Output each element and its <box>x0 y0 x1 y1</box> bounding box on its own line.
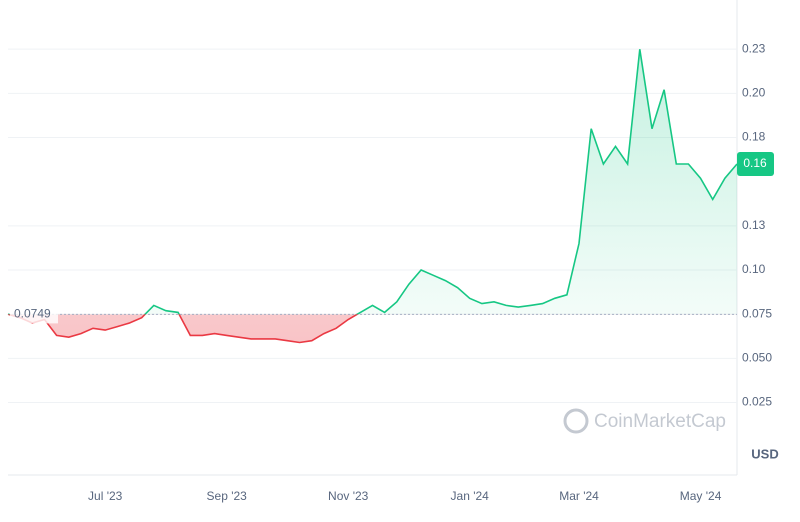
x-tick-label: Nov '23 <box>328 489 369 503</box>
watermark: CoinMarketCap <box>563 408 726 434</box>
y-tick-label: 0.075 <box>742 306 772 320</box>
price-line-up <box>7 49 738 315</box>
watermark-text: CoinMarketCap <box>594 411 726 432</box>
baseline-label: 0.0749 <box>14 307 51 321</box>
price-line-down <box>7 314 359 344</box>
y-tick-label: 0.23 <box>742 41 766 55</box>
y-tick-label: 0.050 <box>742 351 772 365</box>
x-tick-label: Jul '23 <box>88 489 123 503</box>
y-tick-label: 0.10 <box>742 262 766 276</box>
current-price-label: 0.16 <box>743 156 767 170</box>
y-tick-label: 0.025 <box>742 395 772 409</box>
area-up <box>8 49 737 315</box>
area-down <box>8 314 357 343</box>
currency: USD <box>751 446 778 461</box>
y-tick-label: 0.20 <box>742 86 766 100</box>
x-tick-label: Mar '24 <box>559 489 599 503</box>
x-tick-label: Sep '23 <box>207 489 248 503</box>
x-tick-label: May '24 <box>680 489 722 503</box>
current-price-badge <box>737 152 774 177</box>
y-tick-label: 0.13 <box>742 218 766 232</box>
x-tick-label: Jan '24 <box>451 489 490 503</box>
y-tick-label: 0.18 <box>742 130 766 144</box>
baseline-label-bg <box>10 305 58 324</box>
